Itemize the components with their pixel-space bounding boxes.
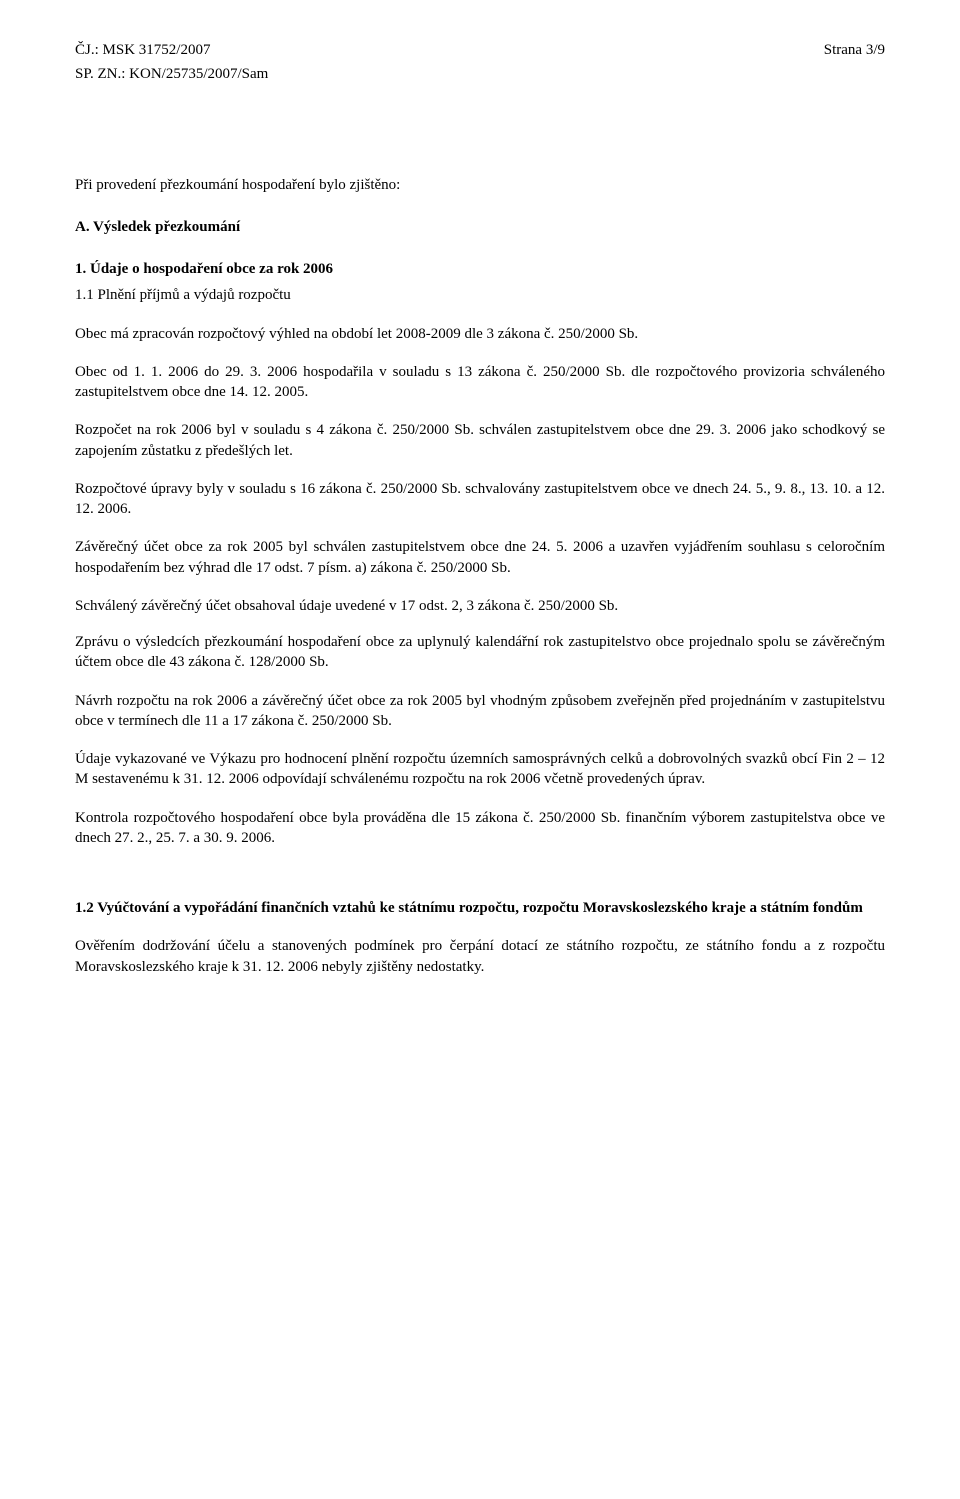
paragraph-7: Zprávu o výsledcích přezkoumání hospodař… [75,632,885,673]
subsection-1-1-title: 1.1 Plnění příjmů a výdajů rozpočtu [75,285,885,305]
paragraph-6: Schválený závěrečný účet obsahoval údaje… [75,596,885,616]
paragraph-8: Návrh rozpočtu na rok 2006 a závěrečný ú… [75,691,885,732]
paragraph-5: Závěrečný účet obce za rok 2005 byl schv… [75,537,885,578]
paragraph-9: Údaje vykazované ve Výkazu pro hodnocení… [75,749,885,790]
paragraph-1: Obec má zpracován rozpočtový výhled na o… [75,324,885,344]
page-number: Strana 3/9 [824,40,885,60]
intro-text: Při provedení přezkoumání hospodaření by… [75,175,885,195]
paragraph-2: Obec od 1. 1. 2006 do 29. 3. 2006 hospod… [75,362,885,403]
paragraph-11: Ověřením dodržování účelu a stanovených … [75,936,885,977]
doc-spzn: SP. ZN.: KON/25735/2007/Sam [75,64,885,84]
paragraph-10: Kontrola rozpočtového hospodaření obce b… [75,808,885,849]
subsection-1-title: 1. Údaje o hospodaření obce za rok 2006 [75,259,885,279]
paragraph-4: Rozpočtové úpravy byly v souladu s 16 zá… [75,479,885,520]
doc-cj: ČJ.: MSK 31752/2007 [75,40,210,60]
paragraph-3: Rozpočet na rok 2006 byl v souladu s 4 z… [75,420,885,461]
section-a-title: A. Výsledek přezkoumání [75,217,885,237]
subsection-1-2-title: 1.2 Vyúčtování a vypořádání finančních v… [75,898,885,918]
